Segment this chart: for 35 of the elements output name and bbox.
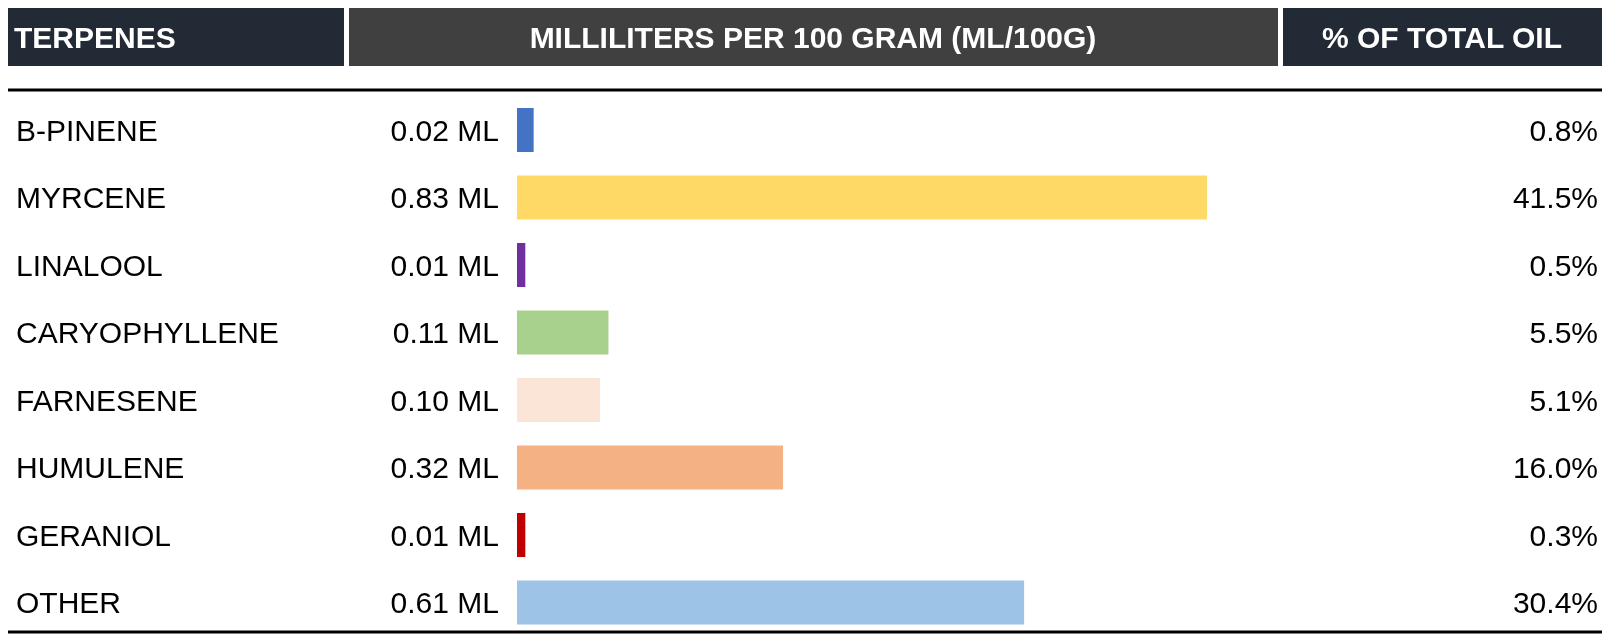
text: 16.0% — [1512, 451, 1598, 484]
y-tick-label: CARYOPHYLLENE — [16, 316, 279, 349]
bar — [517, 513, 526, 557]
bar — [517, 175, 1207, 220]
y2-axis-title: % OF TOTAL OIL — [1322, 20, 1562, 54]
text: 5.5% — [1529, 316, 1598, 349]
data-label: 0.32 ML — [390, 451, 499, 484]
bar — [517, 445, 784, 490]
text: 0.8% — [1529, 113, 1598, 147]
x-axis-title: MILLILITERS PER 100 GRAM (ML/100G) — [529, 20, 1097, 54]
data-label: 0.01 ML — [390, 248, 499, 282]
text: 30.4% — [1512, 586, 1598, 619]
data-label: 0.01 ML — [390, 518, 499, 552]
y-tick-label: FARNESENE — [16, 383, 198, 417]
text: 0.5% — [1529, 248, 1598, 282]
bar — [517, 243, 526, 287]
y-tick-label: LINALOOL — [16, 248, 163, 282]
text: 0.3% — [1529, 518, 1598, 552]
y-tick-label: MYRCENE — [16, 181, 167, 214]
data-label: 0.02 ML — [390, 113, 499, 147]
y-tick-label: GERANIOL — [16, 518, 172, 552]
data-label: 0.11 ML — [392, 316, 499, 349]
y-tick-label: OTHER — [16, 586, 121, 619]
y-tick-label: B-PINENE — [16, 113, 158, 147]
bar — [517, 378, 601, 422]
data-label: 0.83 ML — [390, 181, 499, 214]
text: 41.5% — [1512, 181, 1598, 214]
text: 5.1% — [1529, 383, 1598, 417]
data-label: 0.61 ML — [390, 586, 499, 619]
bar — [517, 310, 609, 355]
data-label: 0.10 ML — [390, 383, 499, 417]
y-axis-title: TERPENES — [14, 20, 176, 54]
bar — [517, 580, 1025, 625]
bar — [517, 108, 534, 152]
y-tick-label: HUMULENE — [16, 451, 185, 484]
